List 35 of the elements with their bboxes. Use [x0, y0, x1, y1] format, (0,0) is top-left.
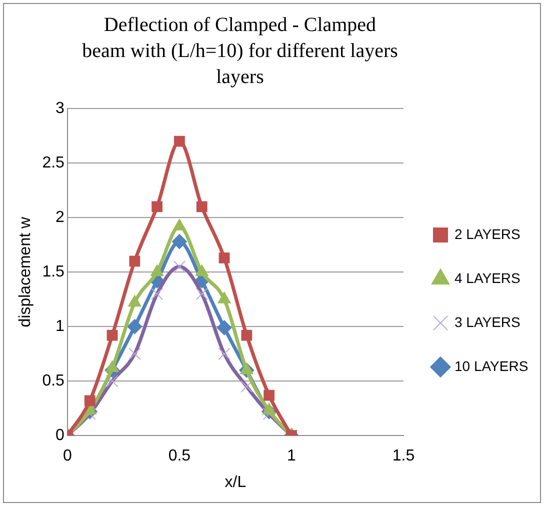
chart-title: Deflection of Clamped - Clamped beam with (L/h=10) for different layers layers — [81, 13, 399, 90]
y-axis-title: displacement w — [17, 216, 34, 328]
point — [84, 395, 96, 406]
legend-label: 2 LAYERS — [454, 226, 520, 242]
point — [262, 403, 276, 415]
point — [264, 390, 275, 401]
point — [127, 319, 142, 334]
point — [195, 264, 208, 276]
y-tick-label: 2.5 — [42, 154, 65, 172]
legend-label: 10 LAYERS — [454, 358, 528, 374]
point — [152, 201, 163, 212]
legend-label: 3 LAYERS — [454, 314, 520, 330]
point — [128, 295, 142, 307]
point — [129, 256, 140, 267]
x-tick-label: 1.5 — [392, 448, 415, 465]
y-tick-label: 0.5 — [42, 372, 65, 390]
y-tick-label: 1 — [56, 318, 65, 336]
y-tick-label: 2 — [56, 209, 65, 226]
x-tick-label: 1 — [287, 448, 296, 465]
x-axis-title: x/L — [224, 474, 246, 491]
point — [240, 362, 254, 374]
y-tick-label: 3 — [56, 100, 65, 118]
legend-label: 4 LAYERS — [454, 270, 520, 286]
point — [106, 330, 118, 341]
point — [216, 320, 232, 336]
point — [174, 136, 185, 147]
point — [196, 201, 208, 212]
y-tick-label: 0 — [56, 427, 65, 444]
y-tick-label: 1.5 — [42, 264, 65, 281]
point — [106, 360, 119, 372]
x-tick-label: 0.5 — [168, 448, 191, 465]
point — [218, 252, 230, 264]
point — [241, 330, 252, 341]
point — [150, 264, 164, 276]
point — [172, 234, 187, 250]
